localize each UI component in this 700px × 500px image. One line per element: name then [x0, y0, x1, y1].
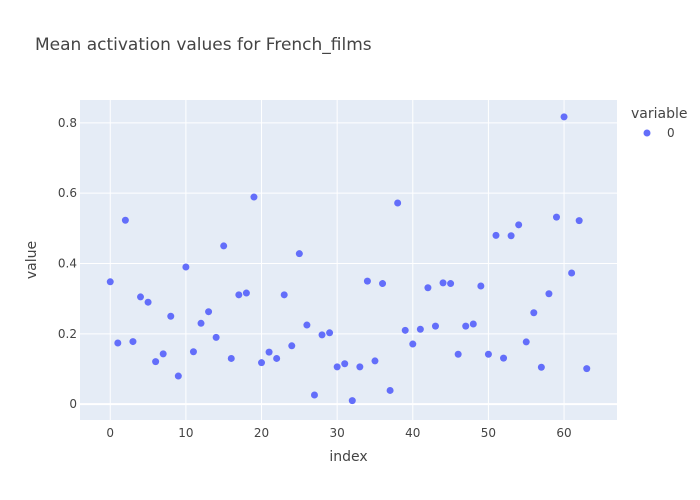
data-point[interactable]: [159, 350, 167, 358]
y-tick-label: 0: [69, 397, 77, 411]
data-point[interactable]: [424, 284, 432, 292]
x-tick-label: 60: [556, 426, 571, 440]
y-tick-label: 0.6: [58, 186, 77, 200]
data-point[interactable]: [560, 113, 568, 121]
data-point[interactable]: [310, 391, 318, 399]
data-point[interactable]: [129, 338, 137, 346]
legend-title: variable: [631, 106, 687, 122]
x-tick-label: 40: [405, 426, 420, 440]
data-point[interactable]: [386, 386, 394, 394]
data-point[interactable]: [431, 322, 439, 330]
grid-lines: [80, 100, 617, 420]
data-point[interactable]: [242, 289, 250, 297]
x-axis-title: index: [329, 449, 367, 465]
data-point[interactable]: [258, 359, 266, 367]
plot-area: [80, 100, 617, 420]
data-point[interactable]: [333, 363, 341, 371]
data-point[interactable]: [144, 298, 152, 306]
x-tick-label: 30: [330, 426, 345, 440]
data-point[interactable]: [121, 216, 129, 224]
data-point[interactable]: [454, 350, 462, 358]
data-point[interactable]: [416, 325, 424, 333]
y-tick-label: 0.8: [58, 116, 77, 130]
data-point[interactable]: [568, 269, 576, 277]
data-point[interactable]: [507, 232, 515, 240]
x-tick-label: 10: [178, 426, 193, 440]
data-point[interactable]: [114, 339, 122, 347]
data-point[interactable]: [280, 291, 288, 299]
data-point[interactable]: [447, 280, 455, 288]
data-point[interactable]: [250, 193, 258, 201]
x-axis-ticks: 0 10 20 30 40 50 60: [106, 426, 571, 440]
data-point[interactable]: [401, 326, 409, 334]
data-point[interactable]: [583, 365, 591, 373]
data-point[interactable]: [235, 291, 243, 299]
data-point[interactable]: [197, 319, 205, 327]
data-point[interactable]: [477, 282, 485, 290]
data-point[interactable]: [189, 348, 197, 356]
data-point[interactable]: [522, 338, 530, 346]
data-point[interactable]: [220, 242, 228, 250]
legend-entry-label[interactable]: 0: [667, 126, 675, 140]
data-point[interactable]: [394, 199, 402, 207]
data-point[interactable]: [356, 363, 364, 371]
data-point[interactable]: [295, 250, 303, 258]
legend-marker[interactable]: [643, 129, 651, 137]
data-point[interactable]: [265, 348, 273, 356]
data-point[interactable]: [303, 321, 311, 329]
data-point[interactable]: [227, 354, 235, 362]
data-point[interactable]: [348, 397, 356, 405]
data-point[interactable]: [575, 217, 583, 225]
data-point[interactable]: [106, 278, 114, 286]
data-point[interactable]: [137, 293, 145, 301]
data-point[interactable]: [341, 360, 349, 368]
data-point[interactable]: [326, 329, 334, 337]
y-axis-ticks: 0 0.2 0.4 0.6 0.8: [58, 116, 77, 411]
data-point[interactable]: [530, 309, 538, 317]
data-point[interactable]: [174, 372, 182, 380]
data-point[interactable]: [318, 331, 326, 339]
data-point[interactable]: [273, 354, 281, 362]
x-tick-label: 0: [106, 426, 114, 440]
data-point[interactable]: [545, 290, 553, 298]
data-point[interactable]: [462, 322, 470, 330]
data-point[interactable]: [439, 279, 447, 287]
y-tick-label: 0.4: [58, 257, 77, 271]
data-point[interactable]: [363, 277, 371, 285]
data-point[interactable]: [212, 333, 220, 341]
data-point[interactable]: [484, 350, 492, 358]
x-tick-label: 50: [481, 426, 496, 440]
data-point[interactable]: [515, 221, 523, 229]
y-tick-label: 0.2: [58, 327, 77, 341]
chart-title: Mean activation values for French_films: [35, 35, 372, 55]
data-point[interactable]: [182, 263, 190, 271]
data-point[interactable]: [469, 320, 477, 328]
data-point[interactable]: [552, 213, 560, 221]
data-point[interactable]: [152, 358, 160, 366]
data-point[interactable]: [409, 340, 417, 348]
data-point[interactable]: [288, 342, 296, 350]
data-point[interactable]: [167, 312, 175, 320]
data-point[interactable]: [379, 280, 387, 288]
x-tick-label: 20: [254, 426, 269, 440]
legend: variable 0: [631, 106, 687, 140]
data-point[interactable]: [492, 231, 500, 239]
y-axis-title: value: [24, 241, 40, 279]
data-point[interactable]: [371, 357, 379, 365]
data-points: [106, 113, 591, 405]
data-point[interactable]: [205, 308, 213, 316]
data-point[interactable]: [537, 363, 545, 371]
data-point[interactable]: [500, 354, 508, 362]
